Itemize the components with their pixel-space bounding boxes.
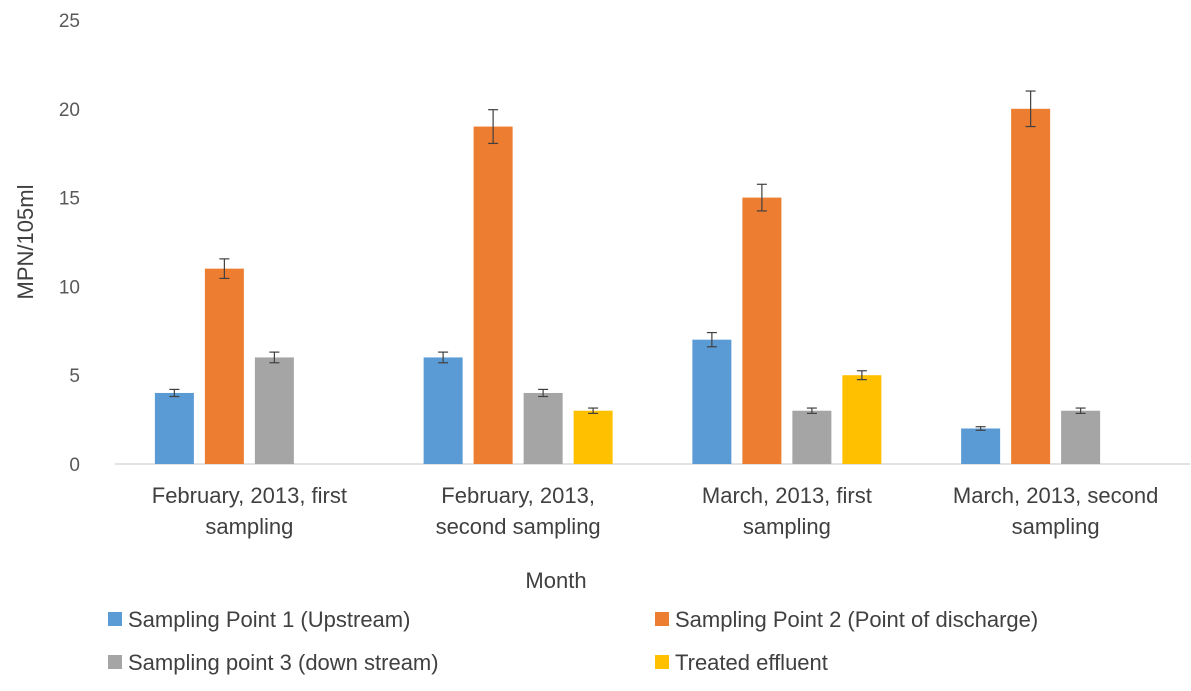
bar	[961, 428, 1001, 464]
y-tick-label: 0	[69, 455, 80, 476]
bar	[692, 339, 732, 464]
legend-label: Sampling point 3 (down stream)	[128, 650, 439, 675]
x-category-label: second sampling	[436, 514, 601, 539]
bar	[204, 268, 244, 464]
x-axis-title: Month	[525, 568, 586, 593]
x-axis-categories: February, 2013, first sampling February, 2…	[152, 483, 1159, 539]
bar	[1011, 108, 1051, 465]
y-tick-label: 25	[59, 11, 80, 32]
bar	[523, 392, 563, 464]
legend: Sampling Point 1 (Upstream) Sampling Poin…	[108, 607, 1038, 675]
y-tick-label: 20	[59, 100, 80, 121]
x-category-label: sampling	[1012, 514, 1100, 539]
y-axis-ticks: 0 5 10 15 20 25	[59, 11, 80, 476]
bar	[842, 375, 882, 464]
bars	[154, 108, 1101, 465]
bar	[742, 197, 782, 464]
bar	[573, 410, 613, 464]
legend-label: Treated effluent	[675, 650, 828, 675]
legend-label: Sampling Point 1 (Upstream)	[128, 607, 410, 632]
legend-swatch	[655, 655, 669, 669]
x-category-label: February, 2013,	[441, 483, 595, 508]
x-category-label: March, 2013, second	[953, 483, 1158, 508]
y-tick-label: 5	[69, 366, 80, 387]
bar	[423, 357, 463, 464]
legend-swatch	[108, 655, 122, 669]
x-category-label: sampling	[205, 514, 293, 539]
bar	[792, 410, 832, 464]
error-bars	[169, 90, 1086, 431]
bar	[1061, 410, 1101, 464]
bar	[154, 392, 194, 464]
legend-label: Sampling Point 2 (Point of discharge)	[675, 607, 1038, 632]
bar	[473, 126, 513, 464]
y-axis-title: MPN/105ml	[13, 185, 38, 300]
legend-swatch	[655, 612, 669, 626]
x-category-label: March, 2013, first	[702, 483, 872, 508]
x-category-label: February, 2013, first	[152, 483, 347, 508]
bar	[254, 357, 294, 464]
y-tick-label: 10	[59, 277, 80, 298]
x-category-label: sampling	[743, 514, 831, 539]
legend-swatch	[108, 612, 122, 626]
y-tick-label: 15	[59, 189, 80, 210]
